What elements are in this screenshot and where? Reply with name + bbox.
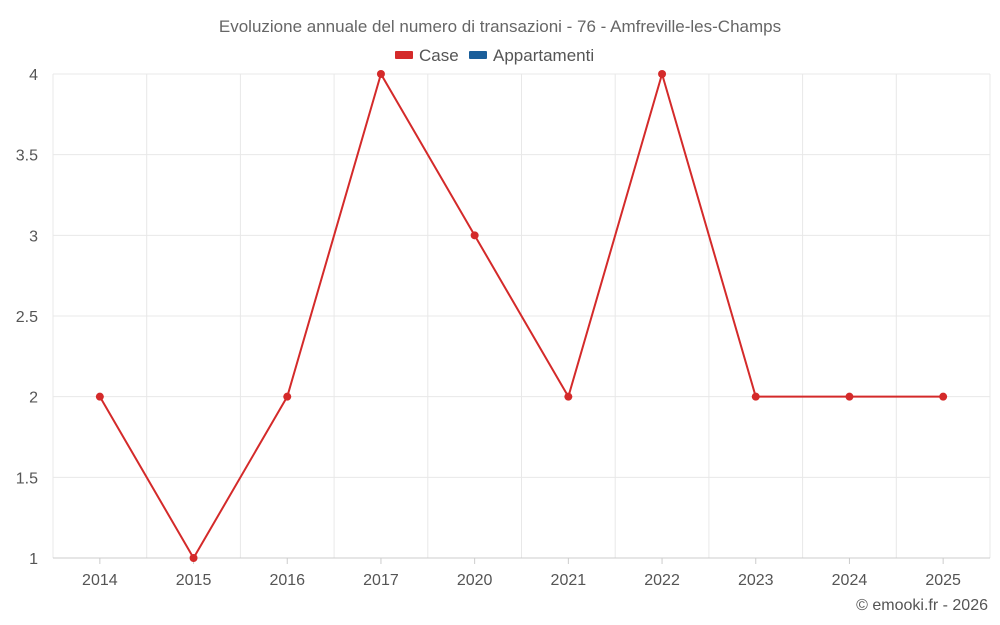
series xyxy=(95,70,948,562)
series-line-case xyxy=(98,73,944,559)
y-tick-label: 3 xyxy=(29,228,38,245)
legend-swatch-appartamenti xyxy=(469,51,487,59)
legend-label-appartamenti: Appartamenti xyxy=(493,46,594,65)
x-tick-label: 2014 xyxy=(82,572,118,589)
data-point-case xyxy=(564,392,573,401)
x-tick-label: 2024 xyxy=(832,572,868,589)
y-tick-label: 1 xyxy=(29,551,38,568)
x-tick-label: 2023 xyxy=(738,572,774,589)
y-tick-label: 3.5 xyxy=(16,148,38,165)
data-point-case xyxy=(939,392,948,401)
legend-label-case: Case xyxy=(419,46,459,65)
y-tick-label: 2 xyxy=(29,390,38,407)
data-point-case xyxy=(376,70,385,78)
y-tick-label: 2.5 xyxy=(16,309,38,326)
legend-item-case[interactable]: Case xyxy=(395,46,459,65)
x-tick-label: 2020 xyxy=(457,572,493,589)
data-point-case xyxy=(189,554,198,562)
legend-item-appartamenti[interactable]: Appartamenti xyxy=(469,46,594,65)
x-tick-label: 2021 xyxy=(551,572,587,589)
axes: 1 1.5 2 2.5 3 3.5 4 2014 2015 2016 2017 2020 2021 202… xyxy=(16,67,990,589)
legend-swatch-case xyxy=(395,51,413,59)
legend: Case Appartamenti xyxy=(395,46,594,65)
x-tick-label: 2025 xyxy=(925,572,961,589)
chart-title: Evoluzione annuale del numero di transaz… xyxy=(219,17,781,36)
data-point-case xyxy=(845,392,854,401)
credit-text: © emooki.fr - 2026 xyxy=(856,597,988,614)
x-tick-label: 2022 xyxy=(644,572,680,589)
data-point-case xyxy=(95,392,104,401)
x-tick-label: 2016 xyxy=(269,572,305,589)
data-point-case xyxy=(658,70,667,78)
y-tick-label: 4 xyxy=(29,67,38,84)
x-tick-label: 2015 xyxy=(176,572,212,589)
data-point-case xyxy=(283,392,292,401)
y-tick-label: 1.5 xyxy=(16,470,38,487)
data-point-case xyxy=(470,231,479,240)
data-point-case xyxy=(751,392,760,401)
x-tick-label: 2017 xyxy=(363,572,399,589)
